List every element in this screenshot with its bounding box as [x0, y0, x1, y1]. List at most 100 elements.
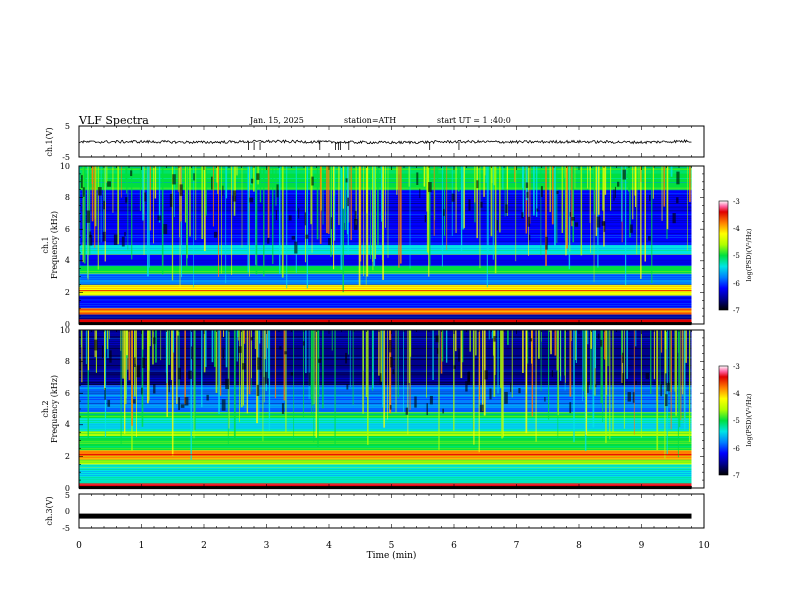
ch1-dark-patch: [305, 234, 309, 239]
ch2-sferic-streak: [267, 330, 268, 349]
ch2-sferic-streak: [126, 330, 128, 356]
ch2-sferic-streak: [453, 330, 455, 431]
ch2-band-line: [79, 338, 692, 340]
ch2-sferic-streak: [228, 330, 230, 429]
ch1-sferic-streak: [551, 166, 554, 225]
ch1-spectrogram-image: [79, 166, 692, 326]
ch1-sferic-streak: [247, 166, 250, 191]
ch1-sferic-streak: [201, 166, 204, 240]
ch2-sferic-streak: [147, 330, 149, 404]
ch2-sferic-streak: [171, 330, 173, 380]
ch2-sferic-streak: [285, 330, 287, 434]
ch2-dark-patch: [256, 384, 260, 396]
ch2-sferic-streak: [80, 330, 82, 348]
ch2-band-line: [79, 465, 692, 467]
ch2-band-line: [79, 349, 692, 351]
ch2-sferic-streak: [322, 330, 324, 409]
ch2-sferic-streak: [488, 330, 490, 340]
ch2-sferic-streak: [557, 330, 559, 440]
ch1-band-line: [79, 307, 692, 308]
ch1-dark-patch: [648, 235, 651, 241]
ch1-sferic-streak: [365, 166, 367, 285]
ch2-sferic-streak: [389, 330, 392, 414]
ch1-sferic-streak: [571, 166, 573, 227]
ch2-band-line: [79, 340, 692, 342]
ch1-sferic-streak: [479, 166, 481, 269]
ch2-band-line: [79, 374, 692, 376]
ch2-band-line: [79, 368, 692, 370]
ch2-dark-patch: [389, 405, 392, 410]
ch1-sferic-streak: [267, 166, 270, 238]
ch1-dark-patch: [210, 176, 213, 190]
ch1-sferic-streak: [597, 166, 600, 215]
ch2-sferic-streak: [87, 330, 90, 371]
ch2-sferic-streak: [382, 330, 384, 408]
ch2-dark-patch: [458, 349, 460, 362]
ch2-band-line: [79, 397, 692, 398]
ch2-sferic-streak: [547, 330, 550, 420]
ch1-band-line: [79, 275, 692, 276]
ch1-band-line: [79, 273, 692, 274]
ch1-band-line: [79, 267, 692, 269]
ch2-dark-patch: [345, 352, 348, 364]
ch2-spectrogram-ylabel-frequency: Frequency (kHz): [50, 375, 59, 443]
xtick-4: 4: [326, 541, 332, 551]
ch2-sferic-streak: [575, 330, 577, 361]
ch2-sferic-streak: [609, 330, 611, 440]
ch1-band-line: [79, 309, 692, 310]
ch1-band-line: [79, 240, 692, 242]
ch1-sferic-streak: [255, 166, 256, 265]
ch2-sferic-streak: [497, 330, 499, 394]
ch1-sferic-streak: [399, 166, 402, 264]
station-label: station=ATH: [344, 116, 396, 125]
ch1-dark-patch: [267, 238, 270, 244]
ch1-dark-patch: [82, 187, 85, 197]
ch1-dark-patch: [545, 236, 548, 250]
ch2-sferic-streak: [168, 330, 171, 365]
xtick-3: 3: [264, 541, 270, 551]
ch1-dark-patch: [330, 217, 333, 230]
ch2-dark-patch: [405, 407, 409, 415]
ch2-sferic-streak: [178, 330, 180, 387]
ch1-dark-patch: [354, 218, 358, 230]
ch3-ylabel: ch.3(V): [45, 496, 54, 525]
ch2-ytick-4: 4: [65, 420, 70, 429]
ch1-dark-patch: [157, 215, 162, 221]
ch1-sferic-streak: [147, 166, 149, 277]
ch1-dark-patch: [89, 234, 93, 246]
ch1-sferic-streak: [408, 166, 411, 187]
ch2-sferic-streak: [105, 330, 106, 353]
ch2-sferic-streak: [125, 330, 127, 404]
ch1-sferic-streak: [171, 166, 174, 281]
ch1-band-line: [79, 316, 692, 318]
ch2-ytick-2: 2: [65, 452, 70, 461]
ch1-dark-patch: [103, 200, 105, 210]
ch2-band-line: [79, 457, 692, 459]
ch2-band-line: [79, 401, 692, 402]
figure-title: VLF Spectra: [78, 114, 149, 127]
ch2-dark-patch: [180, 404, 185, 408]
ch2-sferic-streak: [262, 330, 264, 441]
ch1-dark-patch: [232, 190, 237, 202]
ch2-sferic-streak: [225, 330, 228, 368]
ch2-sferic-streak: [108, 330, 110, 339]
ch2-sferic-streak: [501, 330, 503, 439]
ch2-sferic-streak: [570, 330, 572, 341]
ch1-sferic-streak: [106, 166, 108, 183]
ch1-dark-patch: [102, 231, 106, 242]
start-time-label: start UT = 1 :40:0: [437, 116, 511, 125]
ch1-dark-patch: [222, 185, 224, 196]
ch2-sferic-streak: [469, 330, 471, 352]
ch1-sferic-streak: [83, 166, 86, 264]
ch2-band-line: [79, 376, 692, 378]
ch2-sferic-streak: [160, 330, 162, 361]
ch2-dark-patch: [101, 345, 104, 358]
ch2-sferic-streak: [403, 330, 405, 413]
ch2-sferic-streak: [334, 330, 336, 445]
ch2-dark-patch: [484, 370, 488, 380]
ch2-band-8: [79, 385, 692, 413]
ch2-sferic-streak: [535, 330, 537, 442]
ch1-dark-patch: [276, 184, 279, 198]
ch1-colorbar: [718, 200, 729, 311]
ch1-sferic-streak: [94, 166, 97, 227]
